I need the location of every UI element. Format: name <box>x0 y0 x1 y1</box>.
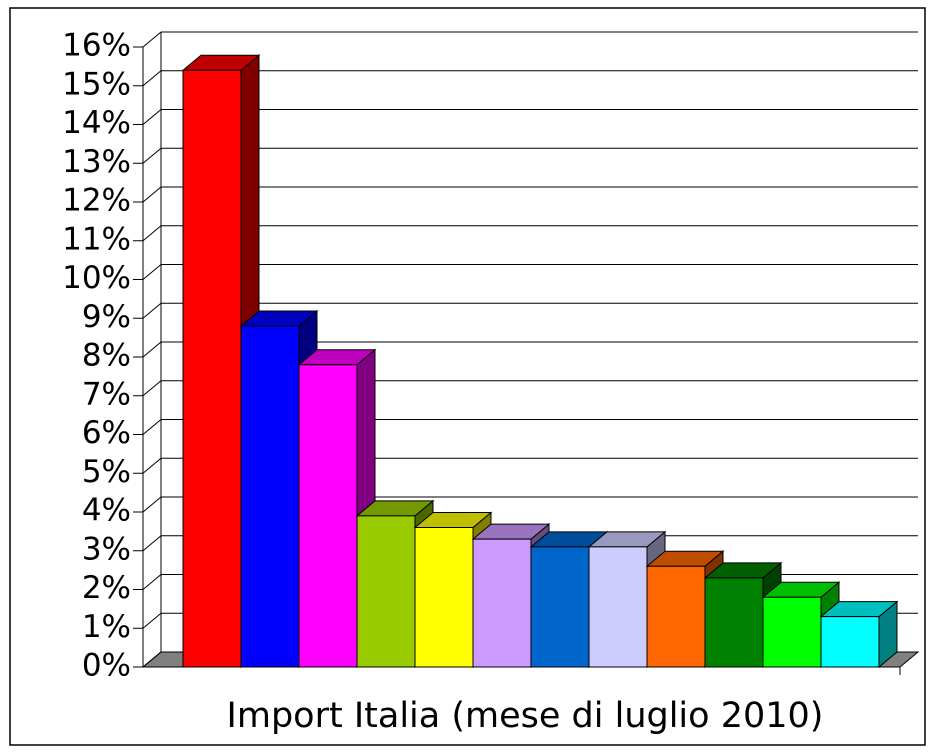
y-tick-label: 6% <box>82 415 131 451</box>
y-tick-label: 3% <box>82 531 131 567</box>
grid-line-side <box>142 70 162 87</box>
bar <box>762 596 822 668</box>
bar <box>182 69 242 668</box>
y-tick-label: 8% <box>82 338 131 374</box>
bar <box>414 527 474 668</box>
grid-line-side <box>142 302 162 319</box>
chart-title: Import Italia (mese di luglio 2010) <box>227 696 824 736</box>
y-tick-label: 0% <box>82 648 131 684</box>
y-tick-label: 15% <box>62 66 131 102</box>
y-tick-label: 14% <box>62 105 131 141</box>
y-tick-label: 12% <box>62 183 131 219</box>
y-tick-label: 13% <box>62 144 131 180</box>
grid-line-side <box>142 574 162 590</box>
grid-line-side <box>142 651 162 668</box>
y-tick-label: 5% <box>82 454 131 490</box>
bar <box>298 364 358 668</box>
y-tick-label: 11% <box>62 221 131 257</box>
grid-line-side <box>142 186 162 203</box>
y-tick-label: 1% <box>82 609 131 645</box>
grid-line-side <box>142 147 162 164</box>
grid-line-side <box>142 457 162 474</box>
grid-line-side <box>142 535 162 552</box>
bar <box>472 538 532 668</box>
grid-line-side <box>142 380 162 397</box>
grid-line-side <box>142 341 162 358</box>
bar <box>240 325 300 668</box>
grid-line-side <box>142 225 162 242</box>
bar <box>530 546 590 668</box>
grid-line-side <box>142 31 162 48</box>
bar <box>356 515 416 668</box>
y-tick-label: 4% <box>82 493 131 529</box>
grid-line-side <box>142 109 162 125</box>
grid-line-side <box>142 496 162 513</box>
grid-line-side <box>142 264 162 280</box>
grid-line-side <box>142 419 162 435</box>
bar <box>646 565 706 668</box>
y-tick-label: 16% <box>62 28 131 64</box>
bar <box>588 546 648 668</box>
y-tick-label: 9% <box>82 299 131 335</box>
bar <box>820 616 880 668</box>
grid-line-side <box>142 612 162 629</box>
y-tick-label: 2% <box>82 570 131 606</box>
y-tick-label: 10% <box>62 260 131 296</box>
y-tick-label: 7% <box>82 376 131 412</box>
bar <box>704 577 764 668</box>
